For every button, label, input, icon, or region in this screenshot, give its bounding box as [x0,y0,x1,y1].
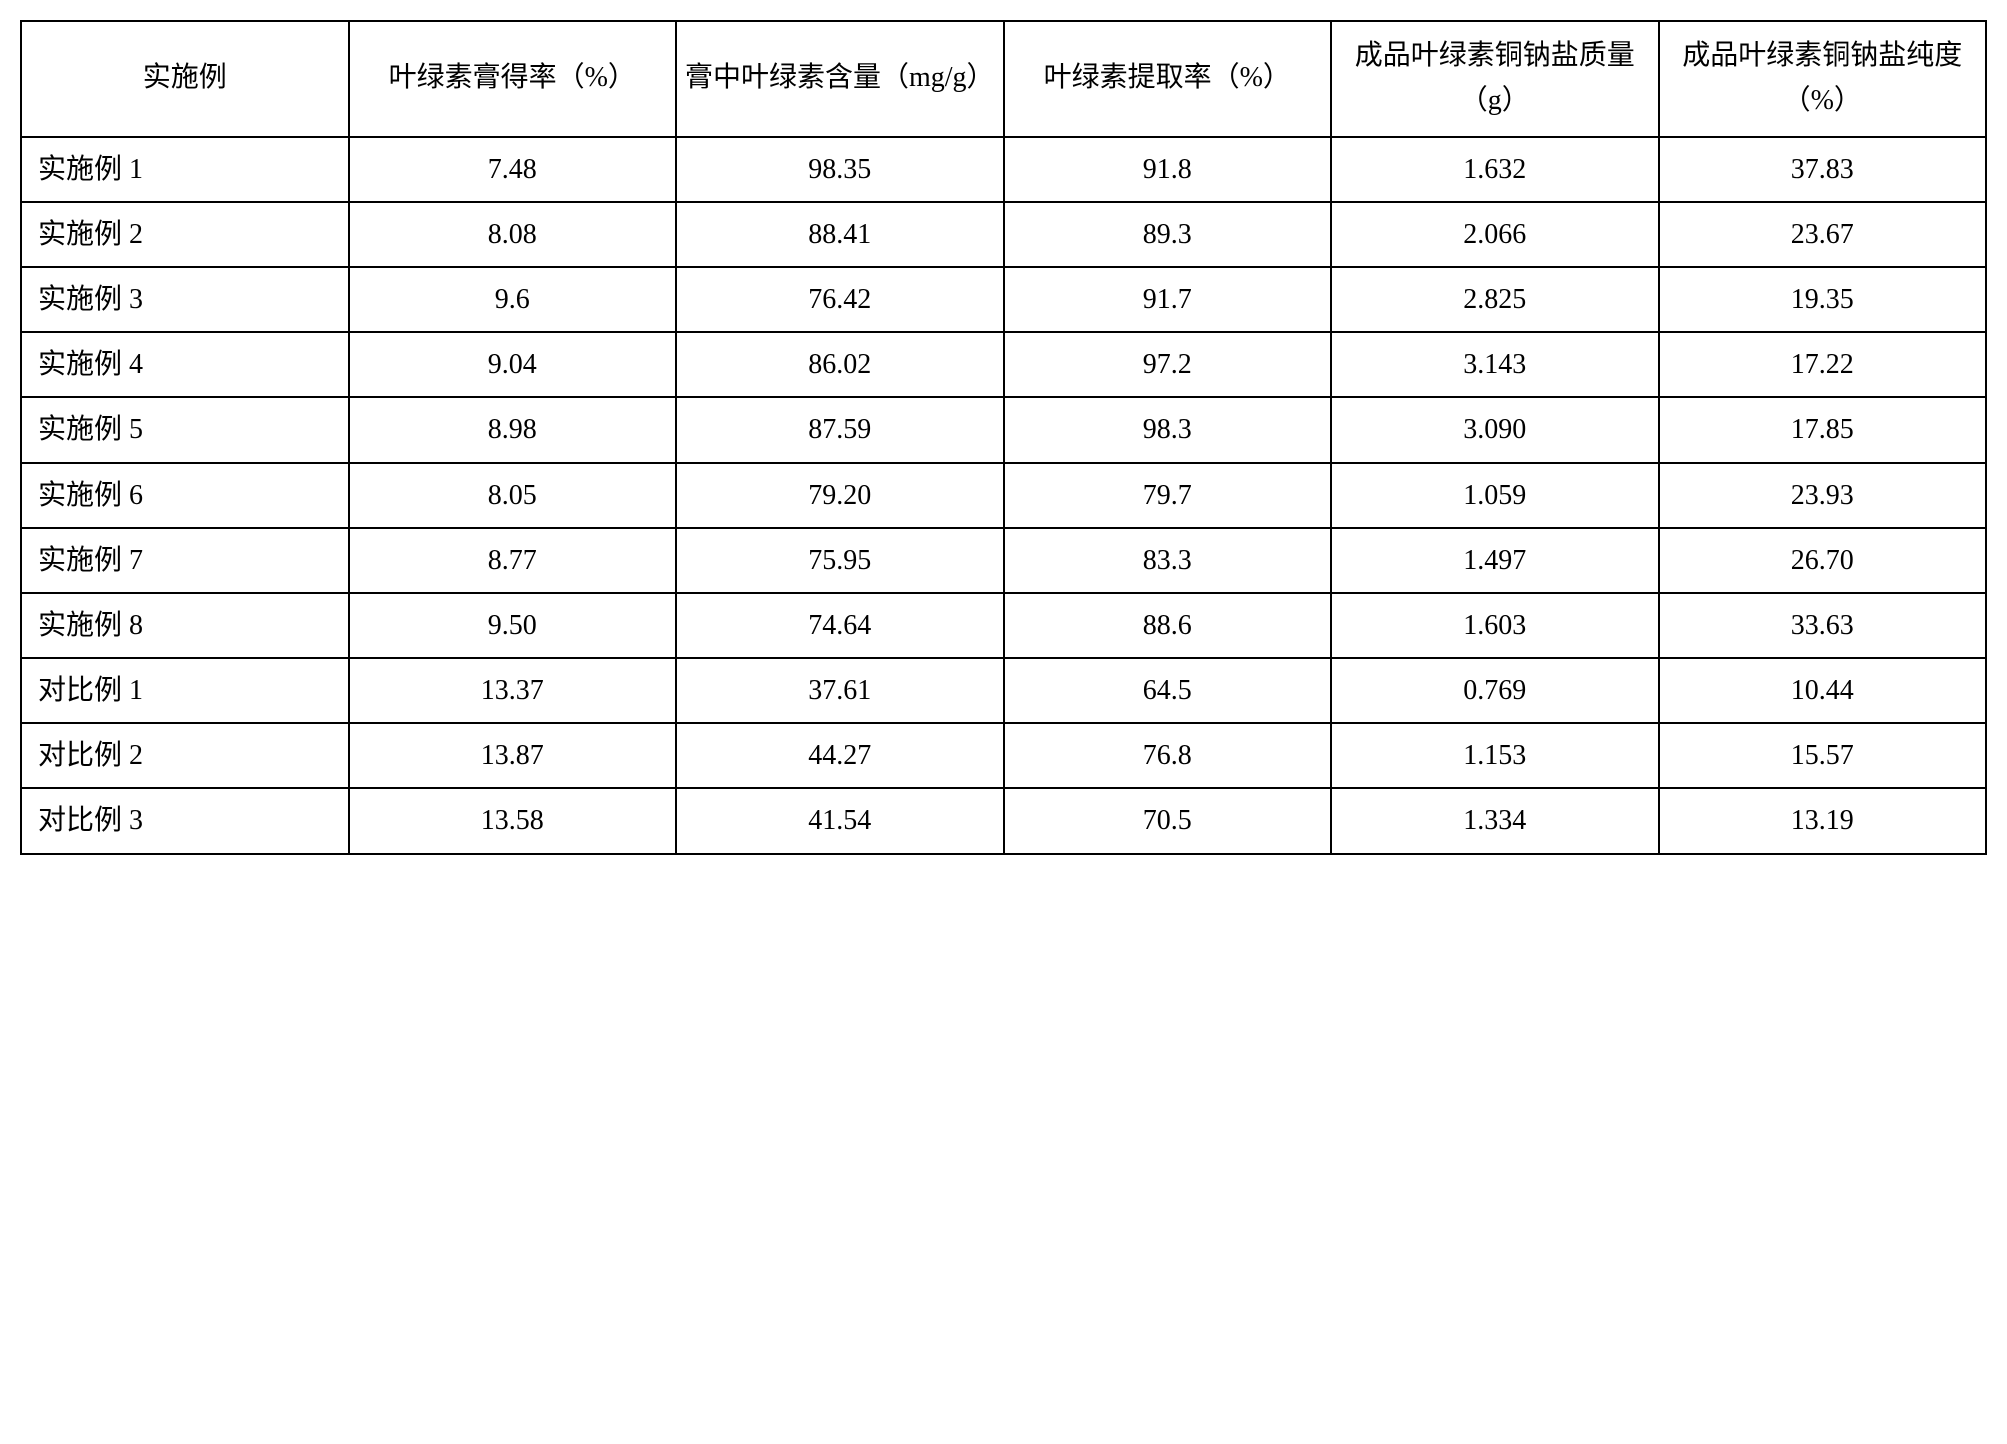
table-cell: 2.066 [1331,202,1659,267]
table-cell: 1.334 [1331,788,1659,853]
table-body: 实施例 17.4898.3591.81.63237.83实施例 28.0888.… [21,137,1986,854]
table-cell: 37.61 [676,658,1004,723]
table-cell: 98.3 [1004,397,1332,462]
data-table: 实施例 叶绿素膏得率（%） 膏中叶绿素含量（mg/g） 叶绿素提取率（%） 成品… [20,20,1987,855]
table-cell: 0.769 [1331,658,1659,723]
table-row: 实施例 58.9887.5998.33.09017.85 [21,397,1986,462]
table-cell: 97.2 [1004,332,1332,397]
table-cell: 8.05 [349,463,677,528]
table-row: 对比例 213.8744.2776.81.15315.57 [21,723,1986,788]
table-cell: 26.70 [1659,528,1987,593]
table-cell: 33.63 [1659,593,1987,658]
table-cell: 15.57 [1659,723,1987,788]
table-cell: 91.8 [1004,137,1332,202]
col-header-product-purity: 成品叶绿素铜钠盐纯度（%） [1659,21,1987,137]
table-cell: 19.35 [1659,267,1987,332]
table-cell: 2.825 [1331,267,1659,332]
table-cell: 3.090 [1331,397,1659,462]
table-cell: 70.5 [1004,788,1332,853]
table-cell: 17.85 [1659,397,1987,462]
table-cell: 7.48 [349,137,677,202]
row-label: 实施例 4 [21,332,349,397]
row-label: 实施例 1 [21,137,349,202]
table-cell: 37.83 [1659,137,1987,202]
table-cell: 75.95 [676,528,1004,593]
table-cell: 13.37 [349,658,677,723]
table-cell: 1.059 [1331,463,1659,528]
col-header-extraction-rate: 叶绿素提取率（%） [1004,21,1332,137]
row-label: 对比例 3 [21,788,349,853]
table-cell: 74.64 [676,593,1004,658]
table-row: 实施例 68.0579.2079.71.05923.93 [21,463,1986,528]
table-cell: 87.59 [676,397,1004,462]
table-cell: 89.3 [1004,202,1332,267]
row-label: 对比例 1 [21,658,349,723]
table-cell: 79.20 [676,463,1004,528]
table-cell: 13.58 [349,788,677,853]
row-label: 实施例 2 [21,202,349,267]
table-row: 实施例 28.0888.4189.32.06623.67 [21,202,1986,267]
table-cell: 8.77 [349,528,677,593]
table-cell: 91.7 [1004,267,1332,332]
table-row: 实施例 49.0486.0297.23.14317.22 [21,332,1986,397]
table-cell: 1.603 [1331,593,1659,658]
table-cell: 13.87 [349,723,677,788]
table-cell: 44.27 [676,723,1004,788]
table-cell: 41.54 [676,788,1004,853]
table-row: 实施例 89.5074.6488.61.60333.63 [21,593,1986,658]
table-cell: 88.6 [1004,593,1332,658]
row-label: 实施例 6 [21,463,349,528]
table-cell: 1.153 [1331,723,1659,788]
table-cell: 17.22 [1659,332,1987,397]
header-row: 实施例 叶绿素膏得率（%） 膏中叶绿素含量（mg/g） 叶绿素提取率（%） 成品… [21,21,1986,137]
table-row: 实施例 17.4898.3591.81.63237.83 [21,137,1986,202]
table-cell: 79.7 [1004,463,1332,528]
table-cell: 9.6 [349,267,677,332]
table-cell: 88.41 [676,202,1004,267]
table-cell: 23.67 [1659,202,1987,267]
table-cell: 23.93 [1659,463,1987,528]
table-row: 对比例 313.5841.5470.51.33413.19 [21,788,1986,853]
table-cell: 86.02 [676,332,1004,397]
table-cell: 8.98 [349,397,677,462]
table-row: 实施例 39.676.4291.72.82519.35 [21,267,1986,332]
col-header-product-mass: 成品叶绿素铜钠盐质量（g） [1331,21,1659,137]
table-cell: 76.42 [676,267,1004,332]
table-cell: 10.44 [1659,658,1987,723]
table-row: 对比例 113.3737.6164.50.76910.44 [21,658,1986,723]
row-label: 实施例 5 [21,397,349,462]
table-cell: 3.143 [1331,332,1659,397]
table-cell: 13.19 [1659,788,1987,853]
table-cell: 64.5 [1004,658,1332,723]
row-label: 实施例 7 [21,528,349,593]
table-cell: 1.497 [1331,528,1659,593]
table-cell: 98.35 [676,137,1004,202]
col-header-chlorophyll-content: 膏中叶绿素含量（mg/g） [676,21,1004,137]
table-cell: 1.632 [1331,137,1659,202]
table-cell: 83.3 [1004,528,1332,593]
table-cell: 8.08 [349,202,677,267]
table-header: 实施例 叶绿素膏得率（%） 膏中叶绿素含量（mg/g） 叶绿素提取率（%） 成品… [21,21,1986,137]
col-header-example: 实施例 [21,21,349,137]
table-cell: 76.8 [1004,723,1332,788]
table-row: 实施例 78.7775.9583.31.49726.70 [21,528,1986,593]
table-cell: 9.50 [349,593,677,658]
row-label: 实施例 8 [21,593,349,658]
row-label: 对比例 2 [21,723,349,788]
table-cell: 9.04 [349,332,677,397]
col-header-paste-yield: 叶绿素膏得率（%） [349,21,677,137]
row-label: 实施例 3 [21,267,349,332]
